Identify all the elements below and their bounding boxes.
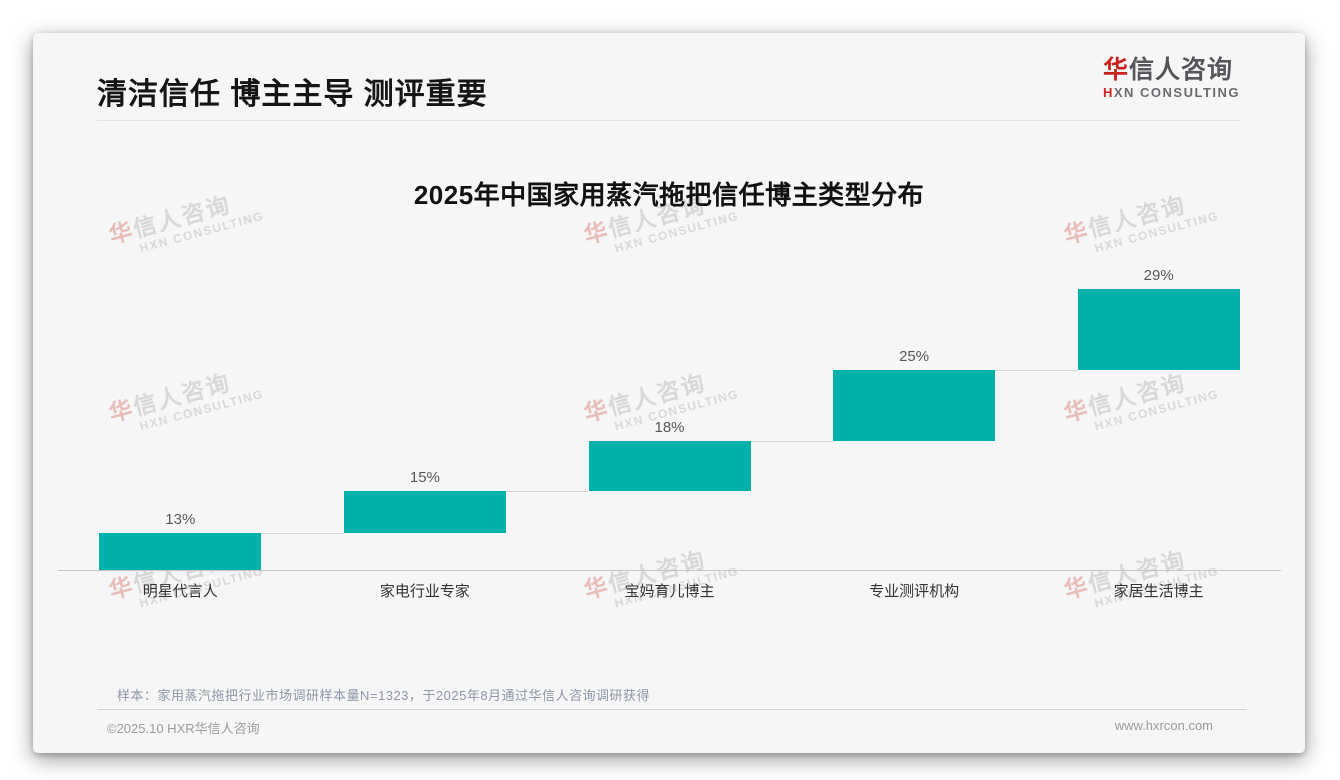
value-label: 29% <box>1143 267 1174 284</box>
brand-logo-cn-accent: 华 <box>1102 56 1129 84</box>
sample-footnote: 样本：家用蒸汽拖把行业市场调研样本量N=1323，于2025年8月通过华信人咨询… <box>117 688 651 703</box>
brand-logo-en-text: XN CONSULTING <box>1113 85 1240 100</box>
brand-logo-cn-text: 信人咨询 <box>1128 56 1233 84</box>
value-label: 18% <box>654 418 685 436</box>
value-label: 15% <box>409 469 440 487</box>
value-label: 25% <box>899 348 930 366</box>
website-link[interactable]: www.hxrcon.com <box>1114 718 1213 733</box>
category-label: 专业测评机构 <box>869 583 960 600</box>
copyright-text: ©2025.10 HXR华信人咨询 <box>107 721 260 736</box>
page-title: 清洁信任 博主主导 测评重要 <box>97 78 488 111</box>
category-label: 家电行业专家 <box>379 583 470 600</box>
chart-title: 2025年中国家用蒸汽拖把信任博主类型分布 <box>413 180 925 210</box>
brand-logo-en: HXN CONSULTING <box>1103 85 1240 101</box>
header-divider <box>97 120 1240 121</box>
category-label: 明星代言人 <box>142 583 218 600</box>
category-label: 宝妈育儿博主 <box>624 583 715 600</box>
connector-line <box>261 533 344 535</box>
waterfall-chart: 13% 明星代言人 15% 家电行业专家 18% 宝妈育儿博主 25% 专业测评机构 29% 家居… <box>33 33 1305 753</box>
connector-line <box>750 440 834 442</box>
connector-line <box>995 370 1078 372</box>
slide-card: 华信人咨询 HXN CONSULTING 华信人咨询 HXN CONSULTING 华信… <box>33 33 1305 753</box>
category-label: 家居生活博主 <box>1113 583 1204 600</box>
footer-divider <box>97 709 1247 710</box>
bar-5 <box>1077 289 1240 371</box>
value-label: 13% <box>165 511 196 529</box>
bar-3 <box>588 440 751 492</box>
x-axis-line <box>58 570 1281 571</box>
brand-logo: 华信人咨询 HXN CONSULTING <box>1103 55 1240 101</box>
brand-logo-en-accent: H <box>1102 85 1114 100</box>
connector-line <box>505 491 589 493</box>
bar-2 <box>343 491 506 534</box>
bar-4 <box>833 370 996 441</box>
bar-1 <box>99 533 262 570</box>
footer: ©2025.10 HXR华信人咨询 www.hxrcon.com <box>107 718 1213 737</box>
brand-logo-cn: 华信人咨询 <box>1103 55 1240 85</box>
